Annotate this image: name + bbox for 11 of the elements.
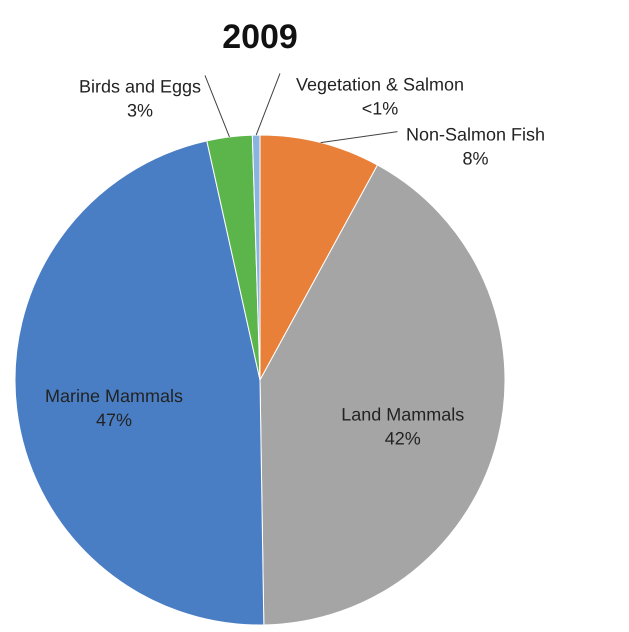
slice-label: Non-Salmon Fish bbox=[406, 124, 546, 145]
chart-title: 2009 bbox=[222, 18, 298, 56]
data-label: 3% bbox=[126, 100, 154, 120]
data-label: <1% bbox=[362, 98, 398, 118]
data-label: 47% bbox=[96, 410, 132, 430]
slice-label: Birds and Eggs bbox=[78, 76, 202, 96]
slice-label: Vegetation & Salmon bbox=[296, 74, 464, 94]
slice-label: Land Mammals bbox=[341, 404, 464, 424]
slice-label: Marine Mammals bbox=[44, 386, 184, 406]
data-label: 42% bbox=[384, 428, 421, 448]
data-label: 8% bbox=[462, 148, 488, 169]
